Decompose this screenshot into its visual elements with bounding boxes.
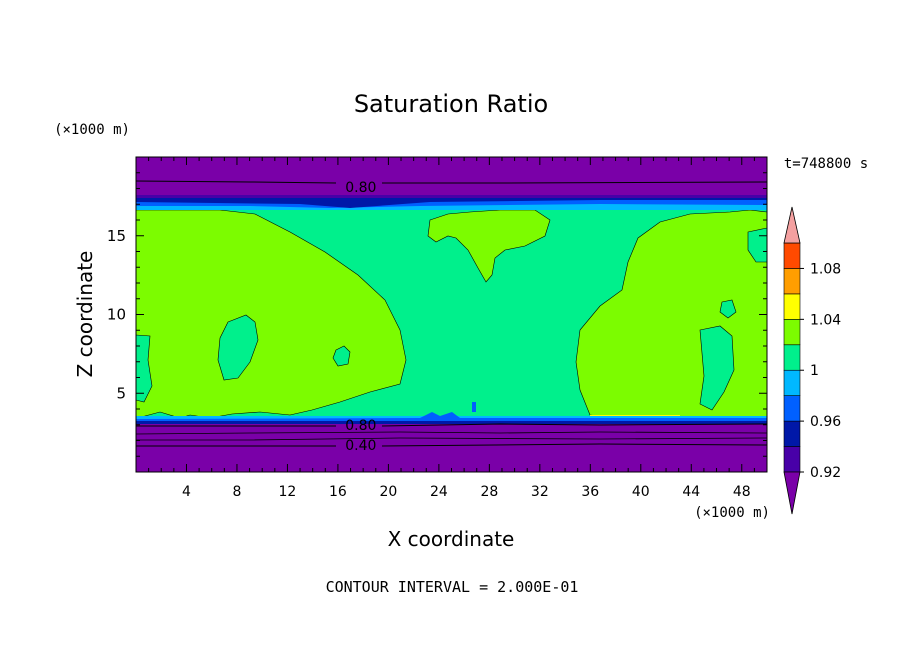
x-tick-label: 36 xyxy=(581,484,599,500)
colorbar-bin xyxy=(783,420,801,447)
contour-line-040 xyxy=(136,443,767,447)
contour-field xyxy=(136,157,767,472)
x-tick-label: 16 xyxy=(329,484,347,500)
x-axis-title: X coordinate xyxy=(388,527,515,551)
colorbar-under-arrow xyxy=(783,471,801,515)
x-tick-label: 40 xyxy=(632,484,650,500)
contour-line-080-top xyxy=(136,180,767,184)
y-tick-label: 15 xyxy=(107,227,126,245)
colorbar-over-arrow xyxy=(783,206,801,244)
x-tick-label: 44 xyxy=(682,484,700,500)
field-band-top-purple xyxy=(136,157,767,195)
colorbar-tick-label: 1.04 xyxy=(810,312,841,328)
field-band-bottom-purple xyxy=(136,424,767,472)
colorbar-bin xyxy=(783,395,801,422)
colorbar-bin xyxy=(783,344,801,371)
colorbar-bin xyxy=(783,242,801,269)
contour-line-050 xyxy=(136,437,767,441)
colorbar-bin xyxy=(783,446,801,473)
colorbar-tick-label: 0.96 xyxy=(810,414,841,430)
field-blip-blue xyxy=(472,402,476,412)
field-band-bottom-navy xyxy=(136,421,767,426)
time-label: t=748800 s xyxy=(784,156,868,172)
contour-value-label: 0.80 xyxy=(345,418,376,434)
y-tick-label: 10 xyxy=(107,306,126,324)
y-axis: 5 10 15 xyxy=(107,172,767,457)
contour-interval-label: CONTOUR INTERVAL = 2.000E-01 xyxy=(326,578,579,596)
x-tick-label: 20 xyxy=(379,484,397,500)
x-tick-label: 32 xyxy=(531,484,549,500)
contour-line-060 xyxy=(136,431,767,435)
contour-line-080-bottom xyxy=(136,423,767,427)
colorbar-tick-label: 0.92 xyxy=(810,465,841,481)
x-unit-label: (×1000 m) xyxy=(694,505,770,521)
y-tick-label: 5 xyxy=(116,384,126,402)
contour-value-label: 0.40 xyxy=(345,438,376,454)
field-hole-right-2 xyxy=(719,299,737,319)
colorbar-bin xyxy=(783,268,801,295)
field-hole-left-3 xyxy=(136,334,153,403)
colorbar: 0.92 0.96 1 1.04 1.08 xyxy=(783,206,841,515)
x-tick-label: 4 xyxy=(182,484,191,500)
field-hole-left-2 xyxy=(332,345,351,367)
x-tick-label: 24 xyxy=(430,484,448,500)
x-tick-label: 8 xyxy=(232,484,241,500)
colorbar-tick-label: 1 xyxy=(810,363,819,379)
colorbar-bin xyxy=(783,369,801,396)
chart-title: Saturation Ratio xyxy=(354,90,548,118)
y-axis-title: Z coordinate xyxy=(73,251,97,378)
x-tick-label: 12 xyxy=(279,484,297,500)
x-tick-label: 28 xyxy=(480,484,498,500)
field-hole-right-1 xyxy=(699,325,735,411)
colorbar-tick-label: 1.08 xyxy=(810,261,841,277)
colorbar-bin xyxy=(783,293,801,320)
contour-value-label: 0.80 xyxy=(345,180,376,196)
field-hole-left-1 xyxy=(217,314,259,381)
x-axis: 4 8 12 16 20 24 28 32 36 40 44 48 xyxy=(148,157,755,500)
field-hole-right-3 xyxy=(747,227,767,263)
y-unit-label: (×1000 m) xyxy=(54,122,130,138)
x-tick-label: 48 xyxy=(733,484,751,500)
contour-labels: 0.80 0.80 0.40 xyxy=(345,180,376,454)
colorbar-bin xyxy=(783,319,801,346)
